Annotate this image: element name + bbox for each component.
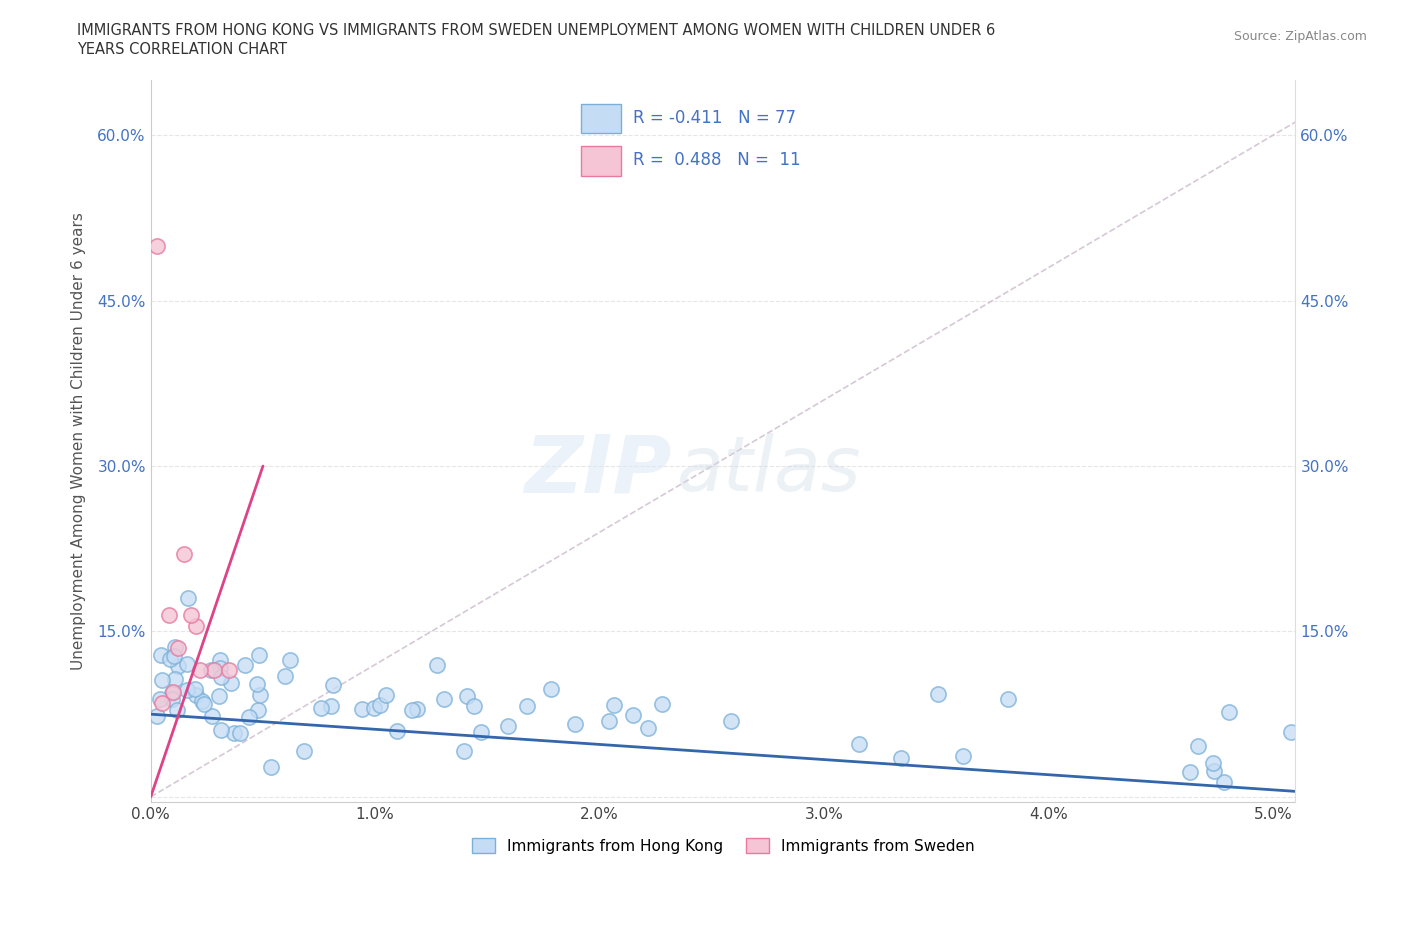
Text: Source: ZipAtlas.com: Source: ZipAtlas.com [1233,30,1367,43]
Point [150,647,173,662]
Point [368,698,391,712]
Point [163,639,186,654]
Point [150,696,173,711]
Point [200,662,222,677]
Point [202,662,225,677]
Text: ZIP: ZIP [524,432,672,509]
Point [246,703,269,718]
Point [208,653,231,668]
Point [233,658,256,672]
Point [516,698,538,713]
Point [720,713,742,728]
Point [401,702,423,717]
Point [1213,774,1236,789]
Point [176,657,198,671]
Point [190,693,212,708]
Text: YEARS CORRELATION CHART: YEARS CORRELATION CHART [77,42,287,57]
Point [249,687,271,702]
Point [208,660,231,675]
Point [952,749,974,764]
Point [927,687,949,702]
Point [222,725,245,740]
Point [260,760,283,775]
Point [162,648,184,663]
Point [463,698,485,713]
Point [157,607,180,622]
Point [470,724,492,739]
Point [208,689,231,704]
Point [146,238,169,253]
Point [274,669,297,684]
Point [350,702,373,717]
Point [623,708,645,723]
Point [149,692,172,707]
Point [167,658,190,673]
Point [433,692,456,707]
Point [322,677,344,692]
Point [166,702,188,717]
Point [218,662,240,677]
Point [180,607,202,622]
Point [177,591,200,605]
Point [374,687,396,702]
Point [229,725,252,740]
Point [1187,738,1209,753]
Point [1202,755,1225,770]
Point [173,547,195,562]
Point [602,698,624,712]
Point [247,647,270,662]
Point [188,662,211,677]
Point [209,670,232,684]
Point [997,692,1019,707]
Point [183,682,205,697]
Point [246,677,269,692]
Point [201,708,224,723]
Point [496,718,519,733]
Point [166,641,188,656]
Point [159,652,181,667]
Point [1279,725,1302,740]
Point [598,713,620,728]
Legend: Immigrants from Hong Kong, Immigrants from Sweden: Immigrants from Hong Kong, Immigrants fr… [465,831,980,859]
Point [309,700,332,715]
Point [150,672,173,687]
Point [221,676,243,691]
Y-axis label: Unemployment Among Women with Children Under 6 years: Unemployment Among Women with Children U… [72,212,86,671]
Point [405,702,427,717]
Point [426,658,449,672]
Text: IMMIGRANTS FROM HONG KONG VS IMMIGRANTS FROM SWEDEN UNEMPLOYMENT AMONG WOMEN WIT: IMMIGRANTS FROM HONG KONG VS IMMIGRANTS … [77,23,995,38]
Point [184,618,207,633]
Point [1202,764,1225,778]
Point [160,685,183,700]
Point [176,683,198,698]
Point [1218,704,1240,719]
Point [163,671,186,686]
Point [162,684,184,699]
Point [321,698,343,713]
Point [146,708,169,723]
Point [294,744,316,759]
Point [453,744,475,759]
Point [385,724,408,738]
Point [848,737,870,751]
Point [184,687,207,702]
Point [278,652,301,667]
Point [209,723,232,737]
Point [456,688,478,703]
Point [363,700,385,715]
Point [160,692,183,707]
Point [1180,764,1202,779]
Point [890,751,912,765]
Text: atlas: atlas [678,433,862,507]
Point [238,710,260,724]
Point [651,697,673,711]
Point [637,720,659,735]
Point [540,682,562,697]
Point [193,698,215,712]
Point [564,716,586,731]
